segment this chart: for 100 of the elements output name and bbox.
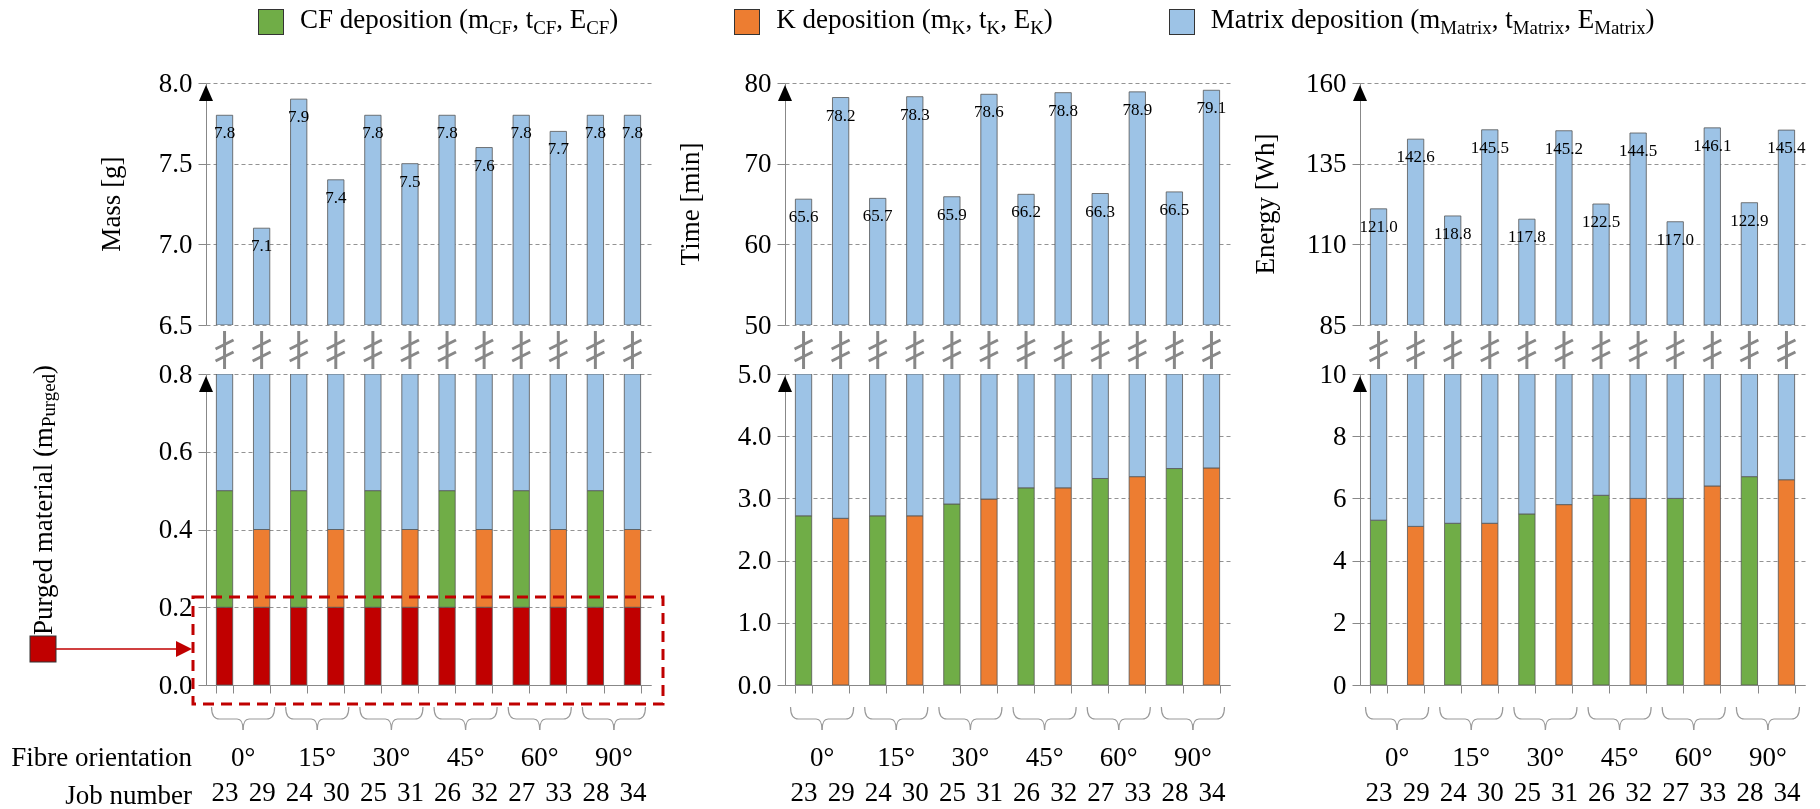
data-label: 66.2 [1011,202,1041,222]
data-label: 78.2 [825,105,856,125]
data-label: 122.9 [1730,210,1769,230]
y-tick-label: 0.6 [158,436,193,467]
data-label: 65.6 [788,207,819,227]
data-label: 145.4 [1767,138,1807,158]
data-label: 142.6 [1396,147,1435,167]
x-tick-label: 24 [864,776,893,807]
text: 90° [1174,741,1212,773]
data-label: 7.8 [584,123,606,143]
x-tick-label: 28 [1161,776,1189,807]
x-tick-label: 23 [1365,776,1393,807]
text: 45° [446,741,485,773]
y-tick-label: 1.0 [737,607,772,638]
y-tick-label: 2 [1333,607,1347,638]
y-tick-label: 7.0 [158,228,193,259]
x-tick-label: 32 [471,776,499,807]
x-tick-label: 33 [1699,776,1727,807]
y-tick-label: 0.8 [158,358,193,389]
x-axis-title: Job number [65,779,192,809]
x-tick-label: 26 [434,776,462,807]
data-label: 78.6 [974,102,1004,122]
text: 60° [1674,741,1713,773]
x-tick-label: 25 [938,776,966,807]
y-tick-label: 85 [1319,309,1347,340]
data-label: 121.0 [1359,216,1398,236]
x-tick-label: 31 [396,776,424,807]
x-tick-label: 27 [508,776,536,807]
y-tick-label: 0.0 [158,669,193,700]
y-tick-label: 10 [1319,358,1347,389]
y-tick-label: 4.0 [737,420,772,451]
y-tick-label: 70 [744,148,772,179]
x-tick-label: 31 [975,776,1003,807]
text: 15° [298,741,337,773]
x-tick-label: 24 [1439,776,1468,807]
y-tick-label: 0 [1333,669,1347,700]
x-tick-label: 28 [1736,776,1764,807]
y-tick-label: 8.0 [158,67,193,98]
y-tick-label: 5.0 [737,358,772,389]
y-tick-label: 3.0 [737,482,772,513]
x-tick-label: 25 [359,776,387,807]
x-tick-label: 27 [1087,776,1115,807]
data-label: 78.8 [1048,100,1078,120]
data-label: 117.8 [1508,227,1546,247]
x-tick-label: 30 [901,776,929,807]
data-label: 144.5 [1619,141,1658,161]
legend-label: Matrix deposition (m$_{Matrix}$, t$_{Matrix}$, E$_{Matrix}$) [1210,4,1655,40]
data-label: 145.2 [1544,138,1584,158]
text: 15° [1452,741,1491,773]
y-tick-label: 8 [1333,420,1347,451]
text: 0° [230,741,256,773]
data-label: 118.8 [1433,223,1472,243]
y-tick-label: 160 [1306,67,1347,98]
text: 30° [951,741,990,773]
text: 0° [1384,741,1410,773]
x-tick-label: 28 [582,776,610,807]
data-label: 78.9 [1122,99,1153,119]
text: 90° [1749,741,1787,773]
y-tick-label: 110 [1307,228,1347,259]
data-label: 7.8 [213,123,236,143]
text: 60° [520,741,559,773]
data-label: 7.7 [547,139,570,159]
data-label: 7.5 [399,171,421,191]
y-tick-label: 6 [1333,482,1347,513]
y-tick-label: 2.0 [737,545,772,576]
y-tick-label: 0.4 [158,514,193,544]
text: 90° [595,741,633,773]
y-tick-label: 6.5 [158,309,193,340]
data-label: 145.5 [1470,137,1509,157]
y-tick-label: 4 [1333,545,1347,576]
data-label: 78.3 [899,104,930,124]
text: 15° [877,741,916,773]
x-tick-label: 29 [827,776,855,807]
x-tick-label: 26 [1588,776,1616,807]
x-tick-label: 27 [1662,776,1690,807]
data-label: 7.6 [473,155,495,175]
x-tick-label: 30 [1476,776,1504,807]
data-label: 7.8 [436,123,458,143]
x-tick-label: 29 [248,776,276,807]
data-label: 122.5 [1581,212,1621,231]
y-tick-label: 7.5 [158,148,193,179]
data-label: 7.1 [251,236,273,256]
data-label: 117.0 [1656,229,1695,249]
data-label: 7.9 [288,107,310,127]
text: 30° [372,741,411,773]
legend-label: CF deposition (m$_{CF}$, t$_{CF}$, E$_{CF}$) [300,4,619,40]
data-label: 7.8 [362,123,384,143]
x-tick-label: 32 [1050,776,1078,807]
data-label: 7.8 [621,123,644,143]
y-tick-label: 135 [1306,148,1347,179]
x-tick-label: 29 [1402,776,1430,807]
text: 0° [809,741,835,773]
x-tick-label: 33 [1124,776,1152,807]
x-tick-label: 25 [1513,776,1541,807]
y-axis-title: Energy [Wh] [1249,133,1281,275]
data-label: 146.1 [1693,135,1732,155]
y-axis-title: Mass [g] [95,156,127,252]
x-tick-label: 34 [1198,776,1226,807]
y-tick-label: 80 [744,67,772,98]
data-label: 66.3 [1085,201,1116,221]
